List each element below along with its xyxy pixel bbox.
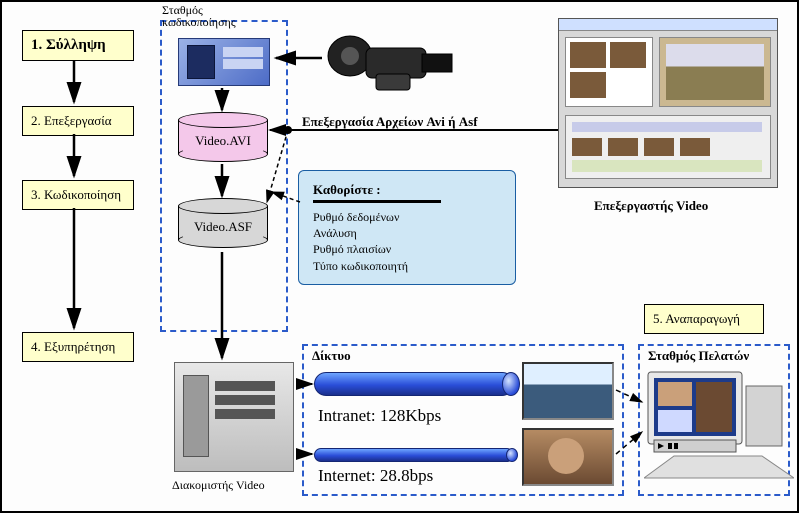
bubble-item-2: Ρυθμό πλαισίων: [313, 241, 501, 257]
bubble-item-3: Τύπο κωδικοποιητή: [313, 258, 501, 274]
video-server-icon: [174, 362, 294, 472]
step-2-label: Επεξεργασία: [44, 113, 112, 128]
step-5-label: Αναπαραγωγή: [665, 311, 740, 326]
bubble-item-1: Ανάλυση: [313, 225, 501, 241]
internet-pipe: [314, 448, 514, 462]
intranet-thumb: [522, 362, 614, 420]
network-title: Δίκτυο: [312, 348, 351, 364]
server-caption: Διακομιστής Video: [172, 478, 265, 493]
editor-caption: Επεξεργαστής Video: [594, 198, 708, 214]
step-5-num: 5.: [653, 311, 663, 326]
avi-edit-label: Επεξεργασία Αρχείων Avi ή Asf: [302, 114, 478, 130]
intranet-pipe: [314, 372, 514, 396]
internet-label: Internet: 28.8bps: [318, 466, 433, 486]
step-3-num: 3.: [31, 187, 41, 202]
video-asf-label: Video.ASF: [178, 219, 268, 235]
step-1: 1. Σύλληψη: [22, 30, 134, 61]
camcorder-icon: [322, 28, 462, 98]
client-pc-icon: [644, 366, 794, 476]
step-3-label: Κωδικοποίηση: [44, 187, 121, 202]
intranet-label: Intranet: 128Kbps: [318, 406, 441, 426]
step-4-label: Εξυπηρέτηση: [44, 339, 115, 354]
encode-params-bubble: Καθορίστε : Ρυθμό δεδομένων Ανάλυση Ρυθμ…: [298, 170, 516, 285]
encoding-station-title: Σταθμός κωδικοποίησης: [162, 4, 236, 28]
video-asf-cylinder: Video.ASF: [178, 198, 268, 248]
internet-pipe-cap: [506, 448, 518, 462]
video-editor-window: [558, 18, 778, 188]
client-title: Σταθμός Πελατών: [648, 348, 749, 364]
step-2: 2. Επεξεργασία: [22, 106, 134, 136]
step-1-label: Σύλληψη: [46, 37, 106, 53]
video-avi-label: Video.AVI: [178, 133, 268, 149]
intranet-pipe-cap: [502, 372, 520, 396]
step-4-num: 4.: [31, 339, 41, 354]
step-4: 4. Εξυπηρέτηση: [22, 332, 134, 362]
bubble-item-0: Ρυθμό δεδομένων: [313, 209, 501, 225]
capture-card-icon: [178, 38, 270, 86]
step-5: 5. Αναπαραγωγή: [644, 304, 764, 334]
video-avi-cylinder: Video.AVI: [178, 112, 268, 162]
step-1-num: 1.: [31, 37, 42, 53]
step-3: 3. Κωδικοποίηση: [22, 180, 134, 210]
step-2-num: 2.: [31, 113, 41, 128]
internet-thumb: [522, 428, 614, 486]
bubble-title: Καθορίστε :: [313, 182, 441, 203]
